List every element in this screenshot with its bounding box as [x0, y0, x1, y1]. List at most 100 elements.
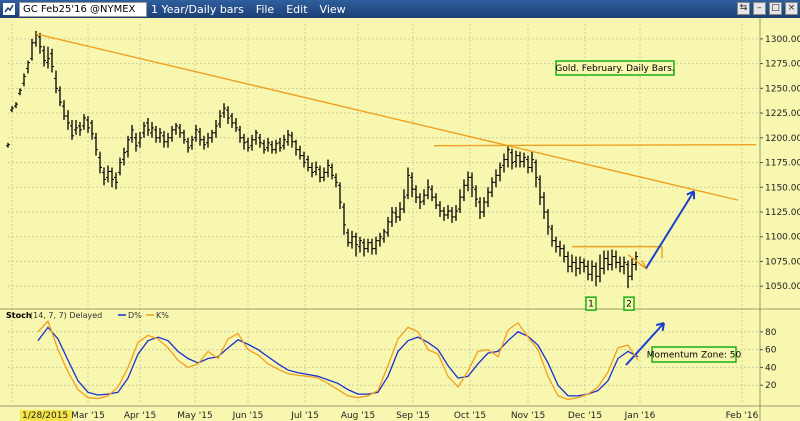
stoch-y-tick-label: 80 [765, 328, 777, 338]
ohlc-bar [354, 232, 358, 257]
menu-edit[interactable]: Edit [286, 2, 308, 16]
stoch-label: Stoch [6, 311, 32, 320]
ohlc-bar [62, 100, 66, 120]
x-tick-label: Sep '15 [396, 411, 430, 421]
ohlc-bar [598, 254, 602, 283]
ohlc-bar [182, 129, 186, 144]
ohlc-bar [22, 73, 26, 87]
title-bar: GC Feb25'16 @NYMEX 1 Year/Daily bars Fil… [0, 0, 800, 18]
ohlc-bar [186, 137, 190, 153]
chart-icon [3, 3, 15, 15]
ohlc-bar [230, 113, 234, 128]
ohlc-bar [222, 103, 226, 118]
ohlc-bar [446, 205, 450, 219]
ohlc-bar [486, 187, 490, 208]
ohlc-bar [430, 185, 434, 202]
price-target-arrow [645, 190, 696, 269]
y-tick-label: 1300.00 [765, 35, 800, 45]
price-target-arrow-head [686, 190, 696, 200]
price-target-arrow-shaft [645, 190, 695, 269]
interval-label[interactable]: 1 Year/Daily bars [151, 2, 244, 16]
x-tick-label: Jun '15 [232, 411, 264, 421]
momentum-box: Momentum Zone: 50 [647, 346, 741, 363]
y-tick-label: 1075.00 [765, 257, 800, 267]
ohlc-bar [294, 139, 298, 156]
menu-view[interactable]: View [319, 2, 346, 16]
ohlc-bar [518, 151, 522, 168]
date-axis: 1/28/2015 Mar '15 Apr '15 May '15 Jun '15 Jul… [20, 410, 759, 421]
ohlc-bar [274, 139, 278, 154]
ohlc-bar [262, 139, 266, 154]
marker-1-text: 1 [588, 300, 594, 310]
ohlc-bar [370, 238, 374, 255]
marker-1: 1 [585, 296, 597, 311]
ohlc-bar [574, 256, 578, 277]
ohlc-bar [42, 45, 46, 67]
ohlc-bar [414, 185, 418, 204]
ohlc-bar [270, 140, 274, 154]
chart-area[interactable]: Gold. February. Daily Bars. 1 2 Momentum Zo… [0, 18, 800, 421]
ohlc-bar [174, 122, 178, 135]
ohlc-bar [282, 134, 286, 150]
ohlc-bar [546, 209, 550, 235]
ohlc-bar [442, 207, 446, 221]
y-tick-label: 1225.00 [765, 109, 800, 119]
ohlc-bar [78, 121, 82, 136]
ohlc-bar [538, 175, 542, 206]
ohlc-bar [254, 129, 258, 145]
ohlc-bar [58, 86, 62, 107]
ohlc-bar [418, 193, 422, 210]
ohlc-bar [522, 152, 526, 168]
ohlc-bar [166, 132, 170, 148]
x-tick-label: Aug '15 [341, 411, 375, 421]
ohlc-bar [218, 110, 222, 128]
ohlc-bar [342, 203, 346, 235]
ohlc-bar [618, 256, 622, 273]
menu-file[interactable]: File [255, 2, 275, 16]
ohlc-bar [330, 163, 334, 180]
ohlc-bar [286, 129, 290, 146]
ohlc-bar [622, 256, 626, 275]
x-tick-label: Jul '15 [290, 411, 319, 421]
ohlc-bar [74, 119, 78, 135]
ohlc-bar [210, 129, 214, 143]
ohlc-bar [434, 193, 438, 210]
ohlc-bar [122, 147, 126, 166]
minimize-icon[interactable]: – [753, 2, 766, 15]
ohlc-bar [350, 230, 354, 249]
ohlc-bar [474, 185, 478, 208]
ohlc-bar [130, 124, 134, 143]
grid [0, 24, 800, 407]
price-bars [6, 30, 638, 289]
momentum-arrow [625, 322, 665, 366]
ohlc-bar [18, 88, 22, 96]
x-tick-label: Jan '16 [624, 411, 656, 421]
ohlc-bar [542, 192, 546, 219]
ohlc-bar [402, 189, 406, 213]
stoch-line-d [37, 326, 639, 397]
ohlc-bar [306, 155, 310, 172]
ohlc-bar [126, 135, 130, 158]
date-highlight [20, 410, 72, 421]
ohlc-bar [338, 182, 342, 210]
y-tick-label: 1250.00 [765, 84, 800, 94]
ohlc-bar [10, 106, 14, 113]
ohlc-bar [266, 137, 270, 152]
stoch-y-tick-label: 20 [765, 381, 777, 391]
ohlc-bar [386, 216, 390, 237]
ohlc-bar [382, 228, 386, 243]
y-tick-label: 1200.00 [765, 134, 800, 144]
ohlc-bar [602, 250, 606, 275]
symbol-field[interactable]: GC Feb25'16 @NYMEX [19, 1, 147, 17]
ohlc-bar [206, 132, 210, 148]
ohlc-bar [242, 133, 246, 150]
ohlc-bar [26, 60, 30, 74]
ohlc-bar [438, 201, 442, 217]
maximize-icon[interactable]: □ [769, 2, 782, 15]
close-icon[interactable]: × [785, 2, 798, 15]
ohlc-bar [530, 151, 534, 173]
y-tick-label: 1150.00 [765, 183, 800, 193]
resistance-line [433, 144, 757, 147]
link-icon[interactable]: ⇆ [737, 2, 750, 15]
ohlc-bar [82, 114, 86, 130]
